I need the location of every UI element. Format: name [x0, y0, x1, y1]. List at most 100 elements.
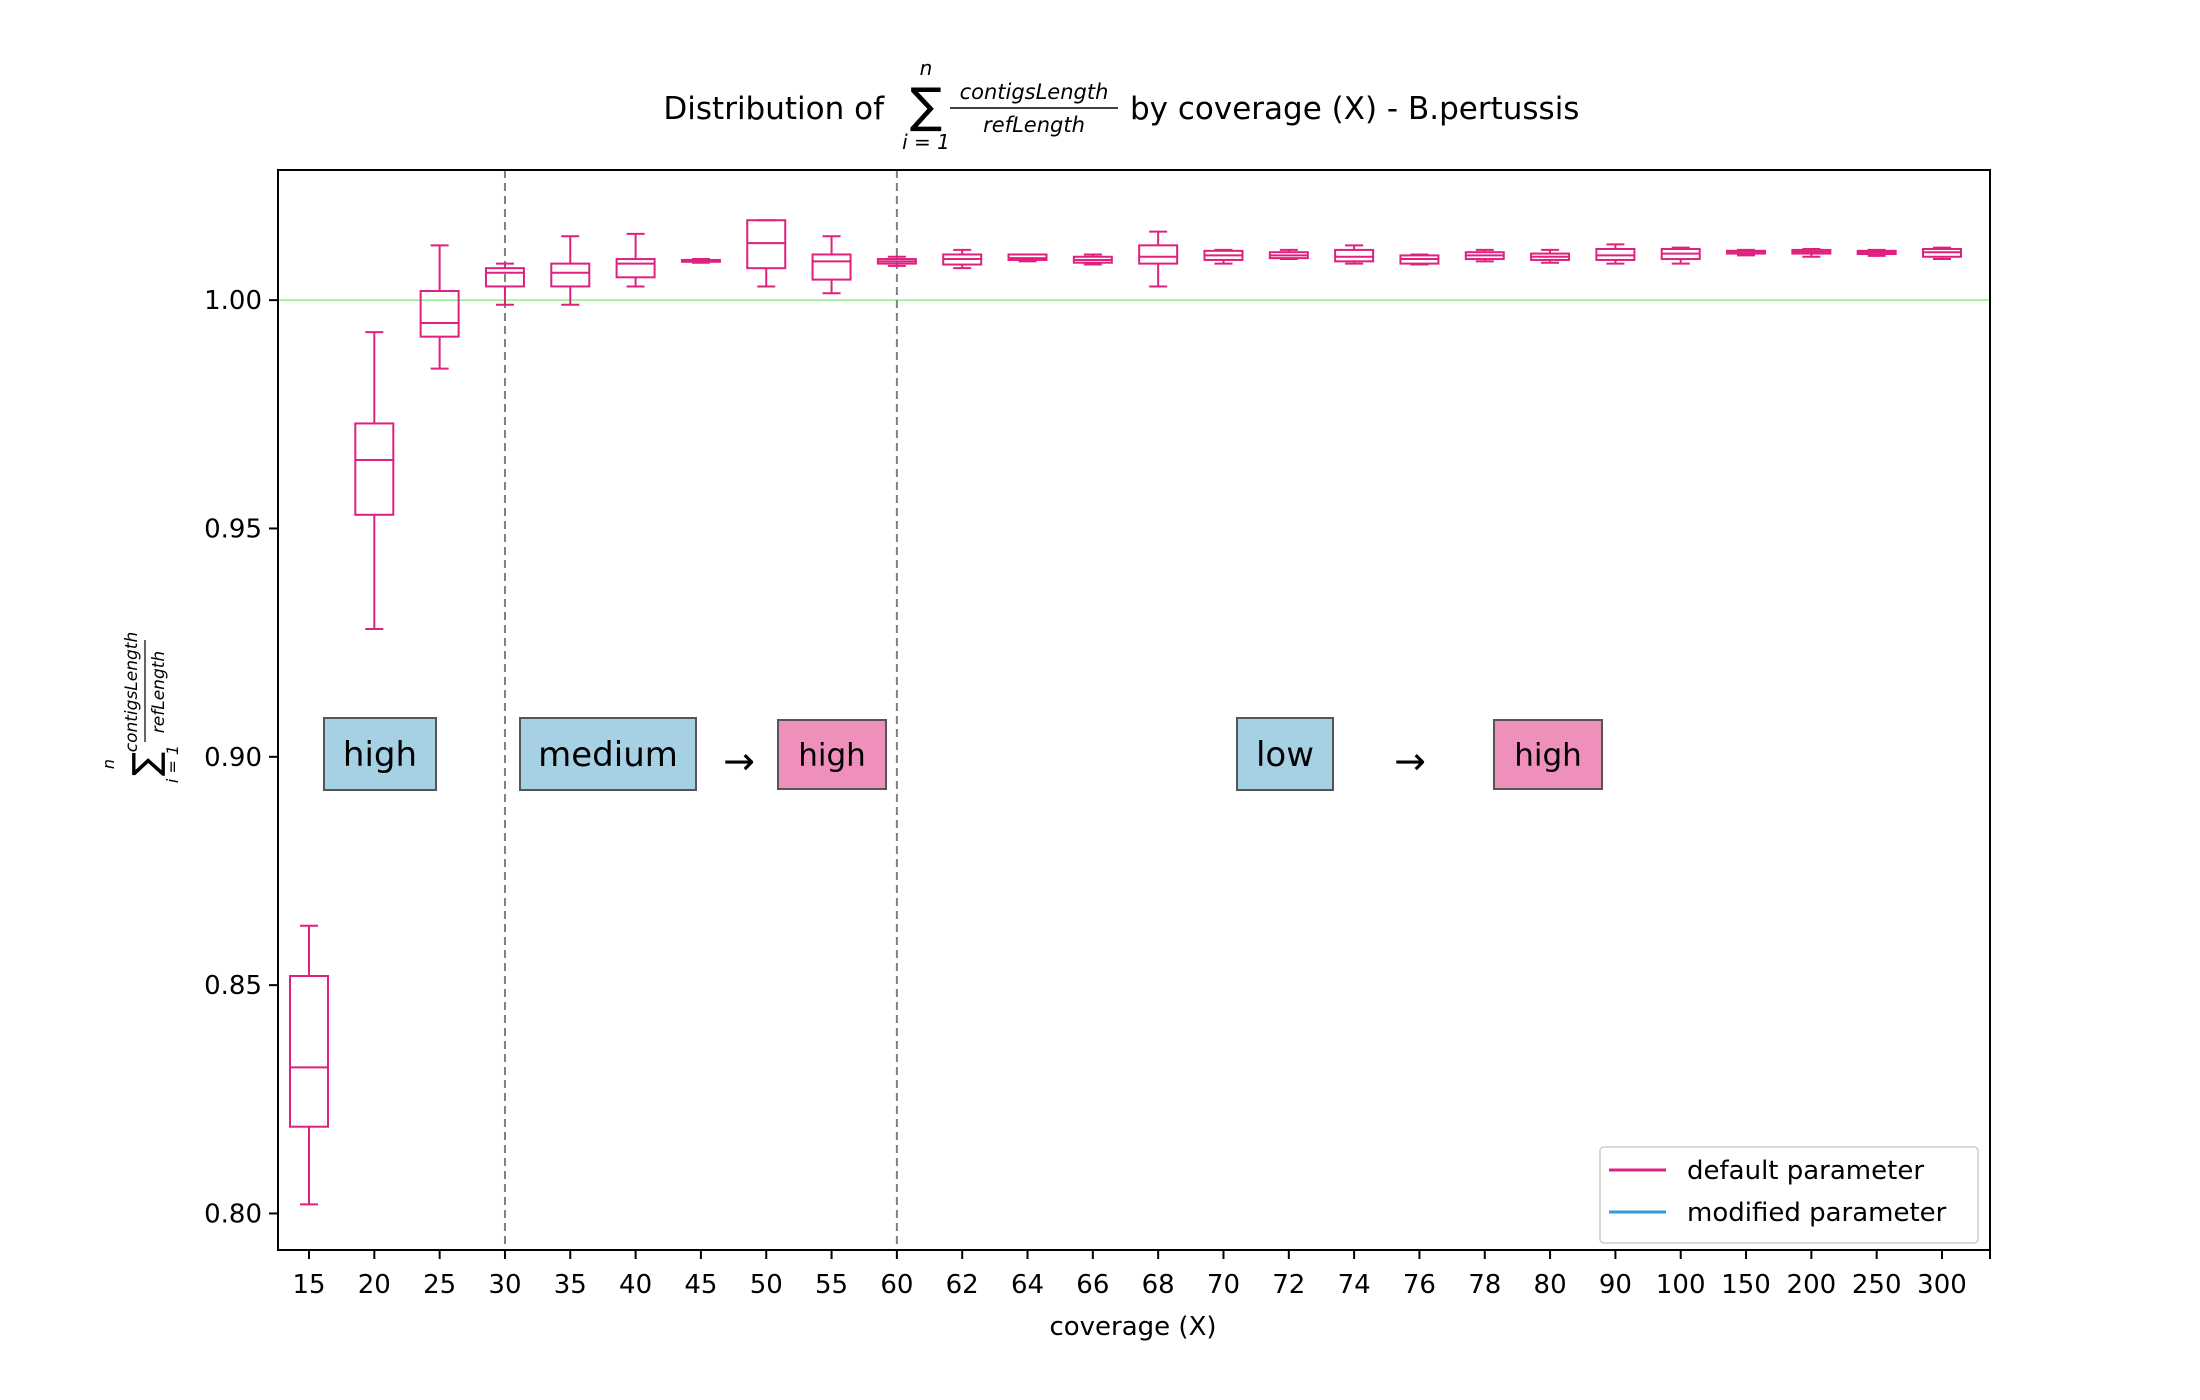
ylabel-sum-lower: i = 1	[163, 745, 182, 783]
box-200	[1791, 248, 1832, 258]
x-tick-label-70: 70	[1207, 1270, 1240, 1300]
box-50	[746, 219, 787, 288]
box-body	[550, 262, 591, 288]
box-55	[811, 235, 852, 295]
annotation-5: high	[1493, 719, 1603, 790]
x-tick-label-300: 300	[1917, 1270, 1967, 1300]
annotation-text: medium	[538, 735, 678, 775]
x-tick-label-100: 100	[1656, 1270, 1706, 1300]
ylabel-sum-upper: n	[99, 759, 118, 769]
box-300	[1922, 246, 1962, 261]
box-body	[746, 219, 787, 270]
x-tick-label-68: 68	[1142, 1270, 1175, 1300]
annotation-box	[519, 717, 697, 791]
ylabel-sum-symbol: ∑	[126, 752, 167, 776]
title-prefix: Distribution of	[663, 91, 885, 127]
x-tick-label-66: 66	[1076, 1270, 1109, 1300]
annotation-text: high	[343, 735, 417, 775]
x-tick-label-62: 62	[946, 1270, 979, 1300]
box-150	[1726, 248, 1767, 257]
box-45	[680, 258, 721, 264]
x-tick-label-40: 40	[619, 1270, 652, 1300]
x-tick-label-80: 80	[1534, 1270, 1567, 1300]
box-body	[811, 253, 852, 281]
box-78	[1464, 248, 1505, 263]
box-70	[1203, 248, 1244, 265]
x-tick-label-60: 60	[880, 1270, 913, 1300]
ylabel-numerator: contigsLength	[122, 632, 142, 753]
chart-title: Distribution of n ∑ i = 1 contigsLength …	[663, 56, 1579, 154]
title-sum-symbol: ∑	[910, 78, 942, 134]
box-20	[354, 331, 395, 630]
box-25	[419, 244, 460, 370]
box-250	[1856, 248, 1897, 257]
box-15	[289, 924, 329, 1206]
x-tick-label-250: 250	[1852, 1270, 1902, 1300]
box-body	[484, 267, 525, 288]
annotation-4: low	[1236, 717, 1334, 791]
x-tick-label-90: 90	[1599, 1270, 1632, 1300]
box-40	[615, 232, 656, 288]
annotation-box	[777, 719, 887, 790]
box-100	[1660, 246, 1701, 265]
plot-frame	[277, 169, 1991, 1251]
annotation-text: high	[798, 737, 866, 773]
x-tick-label-200: 200	[1787, 1270, 1837, 1300]
legend-frame	[1599, 1146, 1979, 1244]
annotation-text: low	[1256, 735, 1314, 775]
title-sum-lower: i = 1	[902, 130, 950, 154]
x-tick-label-64: 64	[1011, 1270, 1044, 1300]
annotation-3: high	[777, 719, 887, 790]
box-74	[1334, 244, 1375, 265]
x-tick-label-150: 150	[1721, 1270, 1771, 1300]
x-tick-label-78: 78	[1468, 1270, 1501, 1300]
x-tick-label-50: 50	[750, 1270, 783, 1300]
box-66	[1072, 253, 1113, 266]
box-body	[289, 975, 329, 1128]
annotation-1: high	[323, 717, 437, 791]
y-tick-label: 0.80	[204, 1199, 262, 1229]
title-numerator: contigsLength	[960, 80, 1109, 104]
box-80	[1530, 248, 1571, 264]
box-72	[1268, 248, 1309, 261]
box-body	[615, 258, 656, 279]
x-tick-label-72: 72	[1272, 1270, 1305, 1300]
x-axis-label: coverage (X)	[1049, 1312, 1216, 1342]
y-tick-label: 0.85	[204, 971, 262, 1001]
box-68	[1138, 230, 1179, 288]
x-tick-label-76: 76	[1403, 1270, 1436, 1300]
annotation-2: medium	[519, 717, 697, 791]
x-tick-label-35: 35	[554, 1270, 587, 1300]
y-tick-label: 0.90	[204, 743, 262, 773]
arrow-2: →	[1394, 739, 1426, 783]
title-suffix: by coverage (X) - B.pertussis	[1130, 91, 1579, 127]
annotation-text: high	[1514, 737, 1582, 773]
box-64	[1007, 253, 1048, 263]
x-tick-label-55: 55	[815, 1270, 848, 1300]
legend: default parameter modified parameter	[1599, 1146, 1979, 1244]
x-tick-label-30: 30	[488, 1270, 521, 1300]
x-tick-label-45: 45	[684, 1270, 717, 1300]
arrow-1: →	[723, 739, 755, 783]
x-tick-label-20: 20	[358, 1270, 391, 1300]
box-60	[876, 255, 917, 267]
box-62	[942, 248, 983, 270]
annotation-box	[323, 717, 437, 791]
y-tick-label: 1.00	[204, 286, 262, 316]
box-body	[1334, 248, 1375, 263]
ylabel-denominator: refLength	[149, 651, 169, 733]
x-tick-label-25: 25	[423, 1270, 456, 1300]
x-tick-label-74: 74	[1338, 1270, 1371, 1300]
title-denominator: refLength	[983, 113, 1085, 137]
annotation-box	[1236, 717, 1334, 791]
box-30	[484, 262, 525, 306]
legend-label-modified: modified parameter	[1687, 1198, 1947, 1228]
y-axis-label: i = 1 ∑ n contigsLength refLength	[99, 632, 182, 783]
box-76	[1399, 253, 1440, 266]
annotation-box	[1493, 719, 1603, 790]
legend-label-default: default parameter	[1687, 1156, 1924, 1186]
y-tick-label: 0.95	[204, 514, 262, 544]
title-sum-upper: n	[920, 56, 933, 80]
box-35	[550, 235, 591, 306]
